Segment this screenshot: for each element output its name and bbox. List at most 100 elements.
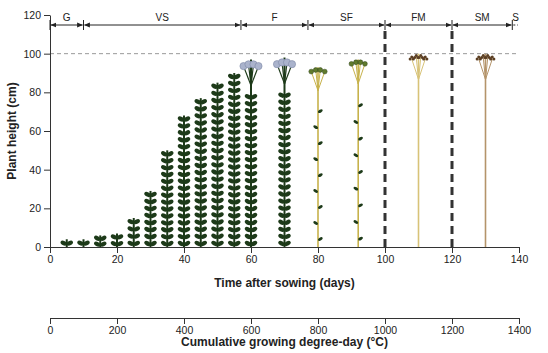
tick-label: 40 <box>179 253 191 265</box>
leaf <box>233 142 241 149</box>
tick-label: 0 <box>48 324 54 336</box>
leaf <box>233 94 241 101</box>
leaf <box>177 198 185 205</box>
leaf <box>277 141 285 148</box>
leaf <box>244 226 252 233</box>
leaf <box>244 240 252 247</box>
tick-mark <box>44 247 50 248</box>
leaf <box>277 219 285 226</box>
leaf <box>160 226 168 233</box>
leaf <box>358 236 364 241</box>
tick-label: 120 <box>444 253 462 265</box>
leaf <box>183 171 191 178</box>
leaf <box>177 171 185 178</box>
leaf <box>210 154 218 161</box>
leaf <box>183 226 191 233</box>
leaf <box>183 178 191 185</box>
leaf <box>277 92 285 99</box>
tick-label: 60 <box>246 253 258 265</box>
leaf <box>244 184 252 191</box>
leaf <box>200 119 208 126</box>
leaf <box>150 240 158 247</box>
leaf <box>284 92 292 99</box>
leaf <box>217 97 225 104</box>
leaf <box>200 162 208 169</box>
branch <box>356 62 358 83</box>
leaf <box>160 240 168 247</box>
tick-mark <box>44 92 50 93</box>
plant <box>76 239 90 247</box>
capsule <box>358 60 363 65</box>
leaf <box>60 240 68 247</box>
leaf <box>99 235 107 242</box>
leaf <box>250 191 258 198</box>
leaf <box>160 192 168 199</box>
leaf <box>217 204 225 211</box>
plot-area <box>60 54 496 247</box>
leaf <box>284 148 292 155</box>
leaf <box>250 170 258 177</box>
branch <box>358 64 365 84</box>
plant <box>93 235 107 247</box>
axis-x: 020406080100120140 <box>48 247 529 265</box>
leaf <box>250 198 258 205</box>
leaf <box>284 205 292 212</box>
leaf <box>244 107 252 114</box>
leaf <box>217 168 225 175</box>
leaf <box>233 122 241 129</box>
tick-label: 120 <box>23 9 41 21</box>
leaf <box>227 129 235 136</box>
leaf <box>194 119 202 126</box>
leaf <box>227 163 235 170</box>
leaf <box>233 87 241 94</box>
leaf <box>166 171 174 178</box>
leaf <box>227 233 235 240</box>
leaf <box>244 191 252 198</box>
leaf <box>200 183 208 190</box>
leaf <box>150 226 158 233</box>
leaf <box>200 211 208 218</box>
leaf <box>233 73 241 80</box>
leaf <box>194 105 202 112</box>
stage-boundary <box>50 20 51 30</box>
leaf <box>284 134 292 141</box>
stage-boundary <box>385 20 386 30</box>
leaf <box>210 240 218 247</box>
leaf <box>233 149 241 156</box>
leaf <box>284 162 292 169</box>
leaf <box>358 169 364 174</box>
leaf <box>233 233 241 240</box>
leaf <box>210 97 218 104</box>
plant <box>110 233 124 247</box>
tick: 600 <box>243 318 261 336</box>
leaf <box>200 105 208 112</box>
leaf <box>277 106 285 113</box>
tick-mark <box>50 318 51 324</box>
leaf <box>200 204 208 211</box>
seed-pod <box>477 56 480 59</box>
leaf <box>194 169 202 176</box>
leaf <box>210 83 218 90</box>
leaf <box>217 133 225 140</box>
leaf <box>358 203 364 208</box>
leaf <box>110 240 118 247</box>
leaf <box>244 135 252 142</box>
leaf <box>277 127 285 134</box>
plant <box>60 239 74 247</box>
leaf <box>353 153 359 158</box>
leaf <box>244 205 252 212</box>
tick: 120 <box>444 247 462 265</box>
tick-label: 0 <box>48 253 54 265</box>
leaf <box>217 90 225 97</box>
leaf <box>233 115 241 122</box>
leaf <box>353 219 359 224</box>
leaf <box>166 178 174 185</box>
leaf <box>284 190 292 197</box>
tick-label: 140 <box>511 253 529 265</box>
leaf <box>177 226 185 233</box>
tick-mark <box>44 131 50 132</box>
plant-stem <box>418 54 420 247</box>
stage-arrow <box>386 25 451 26</box>
leaf <box>227 108 235 115</box>
leaf <box>143 191 151 198</box>
